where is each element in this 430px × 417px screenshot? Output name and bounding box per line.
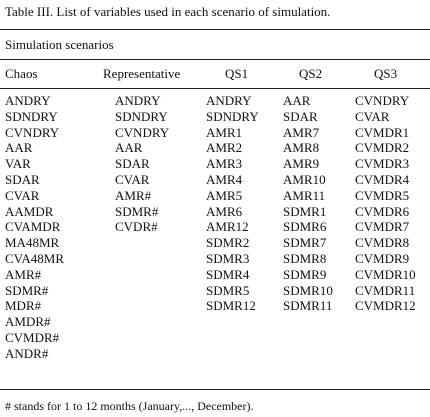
variable-cell: AMR5 [206, 187, 243, 203]
group-rule [0, 59, 430, 60]
variable-cell: SDMR5 [206, 282, 250, 298]
variable-cell: AMR# [115, 187, 152, 203]
variable-cell: SDMR9 [283, 266, 327, 282]
variable-cell: SDAR [283, 108, 318, 124]
variable-cell: AMR4 [206, 171, 243, 187]
variable-cell: CVMDR10 [355, 266, 416, 282]
variable-cell: CVMDR11 [355, 282, 416, 298]
variable-cell: AMDR# [5, 314, 51, 330]
variable-cell: AMR10 [283, 171, 326, 187]
variable-cell: AMR6 [206, 203, 243, 219]
variable-cell: SDMR10 [283, 282, 333, 298]
variable-cell: SDMR# [115, 203, 159, 219]
column-qs2: AAR SDAR AMR7 AMR8 AMR9 AMR10 AMR11 SDMR1 SDMR6 S… [283, 93, 333, 314]
variable-cell: CVMDR5 [355, 187, 410, 203]
variable-cell: SDMR8 [283, 250, 327, 266]
column-qs3: CVNDRY CVAR CVMDR1 CVMDR2 CVMDR3 CVMDR4 CVMDR5… [355, 93, 416, 314]
variable-cell: CVNDRY [115, 124, 170, 140]
column-chaos: ANDRY SDNDRY CVNDRY AAR VAR SDAR CVAR AAMDR CVAM… [5, 93, 64, 362]
variable-cell: AAMDR [5, 203, 54, 219]
variable-cell: CVMDR4 [355, 171, 410, 187]
variable-cell: AMR# [5, 266, 42, 282]
column-header-qs3: QS3 [374, 66, 398, 81]
variable-cell: SDMR12 [206, 298, 256, 314]
variable-cell: SDNDRY [206, 108, 259, 124]
variable-cell: CVMDR3 [355, 156, 410, 172]
variable-cell: ANDR# [5, 345, 49, 361]
column-header-chaos: Chaos [5, 66, 38, 81]
variable-cell: AMR8 [283, 140, 320, 156]
variable-cell: CVAMDR [5, 219, 61, 235]
variable-cell: AAR [115, 140, 143, 156]
variable-cell: AMR2 [206, 140, 243, 156]
variable-cell: CVMDR# [5, 329, 60, 345]
variable-cell: CVNDRY [5, 124, 60, 140]
variable-cell: AMR9 [283, 156, 320, 172]
column-header-qs1: QS1 [225, 66, 249, 81]
variable-cell: CVMDR6 [355, 203, 410, 219]
variable-cell: AMR1 [206, 124, 243, 140]
column-header-qs2: QS2 [299, 66, 323, 81]
variable-cell: ANDRY [115, 93, 161, 108]
variable-cell: CVMDR2 [355, 140, 410, 156]
variable-cell: VAR [5, 156, 31, 172]
column-representative: ANDRY SDNDRY CVNDRY AAR SDAR CVAR AMR# SDMR# CVD… [115, 93, 169, 235]
variable-cell: CVA48MR [5, 250, 65, 266]
table-footnote: # stands for 1 to 12 months (January,...… [5, 399, 254, 413]
variable-cell: CVMDR12 [355, 298, 416, 314]
variable-cell: MDR# [5, 298, 42, 314]
variable-cell: ANDRY [5, 93, 51, 108]
variable-cell: AAR [283, 93, 311, 108]
variable-cell: AMR3 [206, 156, 243, 172]
variable-cell: SDAR [115, 156, 150, 172]
variable-cell: SDMR2 [206, 235, 250, 251]
variable-cell: CVAR [115, 171, 150, 187]
variable-cell: MA48MR [5, 235, 60, 251]
variable-cell: CVMDR9 [355, 250, 410, 266]
variable-cell: CVMDR1 [355, 124, 410, 140]
variable-cell: SDMR11 [283, 298, 333, 314]
variable-cell: CVNDRY [355, 93, 410, 108]
variable-cell: AMR11 [283, 187, 326, 203]
variable-cell: SDMR3 [206, 250, 250, 266]
variable-cell: AAR [5, 140, 33, 156]
variable-cell: SDNDRY [115, 108, 168, 124]
column-qs1: ANDRY SDNDRY AMR1 AMR2 AMR3 AMR4 AMR5 AMR6 AMR12… [206, 93, 259, 314]
variable-cell: CVMDR7 [355, 219, 410, 235]
group-header: Simulation scenarios [5, 37, 114, 52]
variable-cell: SDMR4 [206, 266, 250, 282]
variable-cell: CVDR# [115, 219, 158, 235]
bottom-rule [0, 389, 430, 390]
column-header-representative: Representative [103, 66, 181, 81]
top-rule [0, 29, 430, 30]
variable-cell: SDNDRY [5, 108, 58, 124]
variable-cell: ANDRY [206, 93, 252, 108]
variable-cell: CVMDR8 [355, 235, 410, 251]
variable-cell: SDMR1 [283, 203, 327, 219]
table-caption: Table III. List of variables used in eac… [5, 4, 331, 19]
header-rule [0, 88, 430, 89]
variable-cell: SDMR# [5, 282, 49, 298]
variable-cell: AMR7 [283, 124, 320, 140]
variable-cell: CVAR [355, 108, 390, 124]
variable-cell: SDAR [5, 171, 40, 187]
variable-cell: CVAR [5, 187, 40, 203]
variable-cell: SDMR7 [283, 235, 327, 251]
variable-cell: SDMR6 [283, 219, 327, 235]
variable-cell: AMR12 [206, 219, 249, 235]
